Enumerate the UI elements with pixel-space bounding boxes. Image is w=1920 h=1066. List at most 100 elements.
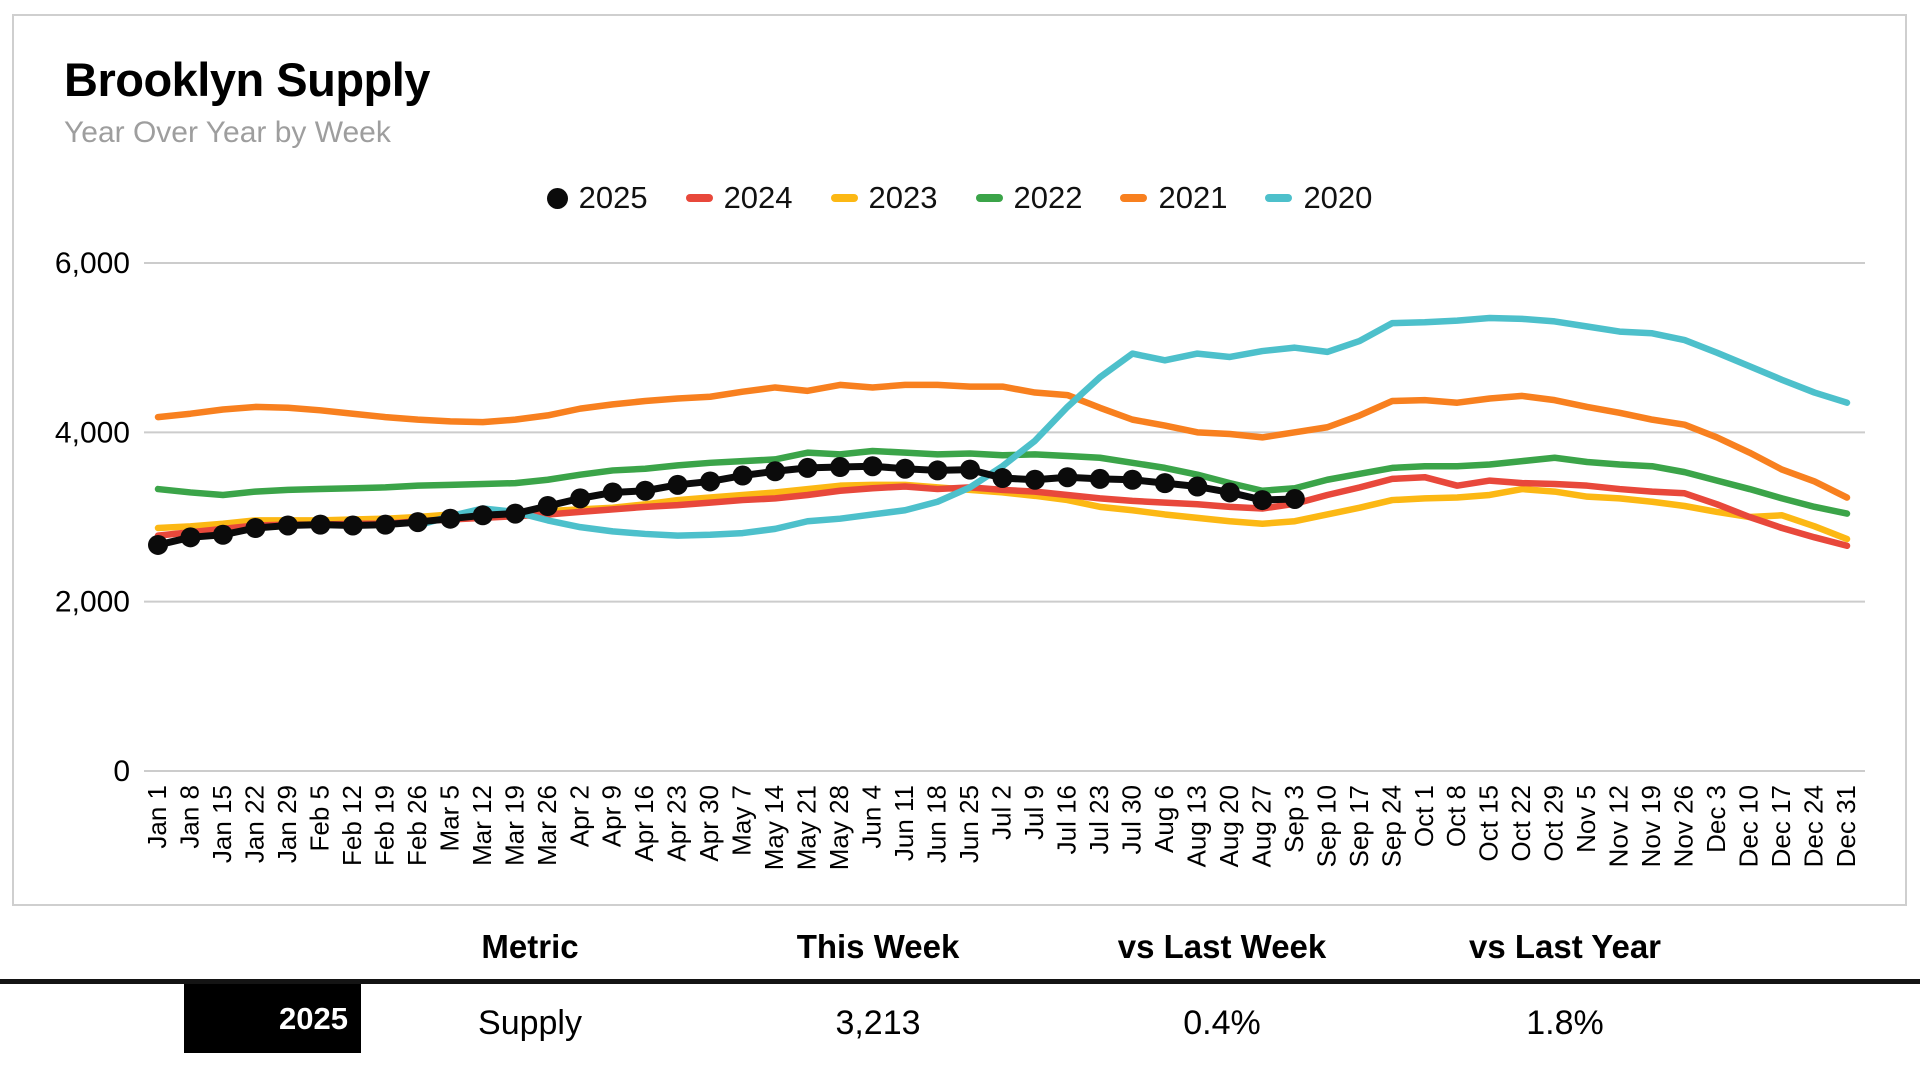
legend-dash-marker-2024 xyxy=(685,194,713,202)
series-point-2025 xyxy=(1219,482,1240,503)
x-axis-label: May 28 xyxy=(824,785,854,870)
legend-item-2022[interactable]: 2022 xyxy=(975,180,1083,216)
x-axis-label: May 7 xyxy=(727,785,757,856)
series-line-2021 xyxy=(154,381,1851,501)
legend-item-2023[interactable]: 2023 xyxy=(830,180,938,216)
series-point-2025 xyxy=(570,488,591,509)
legend-item-2024[interactable]: 2024 xyxy=(685,180,793,216)
legend-item-2025[interactable]: 2025 xyxy=(546,180,648,216)
series-point-2025 xyxy=(537,495,558,516)
x-axis-label: Jun 25 xyxy=(954,785,984,863)
x-axis-label: Apr 16 xyxy=(629,785,659,862)
chart-card: 0 2,000 4,000 6,000 Jan 1 Jan 8 Jan 15 Jan 22 Ja… xyxy=(12,14,1907,906)
table-divider xyxy=(0,979,1920,984)
x-axis-label: Jul 30 xyxy=(1116,785,1146,854)
x-axis-label: Sep 3 xyxy=(1279,785,1309,853)
x-axis-label: Jul 2 xyxy=(987,785,1017,840)
legend-item-2021[interactable]: 2021 xyxy=(1120,180,1227,216)
metric-cell: Supply xyxy=(478,1004,582,1042)
series-line-2020 xyxy=(414,314,1851,539)
x-axis-label: Jan 8 xyxy=(174,785,204,849)
x-axis-label: Feb 19 xyxy=(369,785,399,866)
series-point-2025 xyxy=(342,515,363,536)
x-axis-label: Aug 6 xyxy=(1149,785,1179,853)
x-axis-label: Apr 2 xyxy=(564,785,594,847)
x-axis-label: May 14 xyxy=(759,785,789,870)
x-axis-label: Apr 23 xyxy=(662,785,692,862)
x-axis-label: Nov 26 xyxy=(1669,785,1699,867)
x-axis-label: Aug 13 xyxy=(1181,785,1211,867)
x-axis-label: Feb 5 xyxy=(304,785,334,852)
legend: 2025 2024 2023 2022 2021 2020 xyxy=(14,180,1905,216)
x-axis-label: Jan 29 xyxy=(272,785,302,863)
legend-label: 2024 xyxy=(723,180,793,215)
x-axis-label: Sep 10 xyxy=(1311,785,1341,867)
series-point-2025 xyxy=(148,534,168,555)
series-point-2025 xyxy=(602,482,623,503)
vs-last-year-cell: 1.8% xyxy=(1526,1004,1604,1042)
x-axis-label: Dec 24 xyxy=(1799,785,1829,867)
series-point-2025 xyxy=(732,465,753,486)
x-axis-label: Jul 9 xyxy=(1019,785,1049,840)
x-axis-label: Mar 26 xyxy=(532,785,562,866)
series-point-2025 xyxy=(472,505,493,526)
x-axis-label: Oct 15 xyxy=(1474,785,1504,862)
series-point-2025 xyxy=(667,474,688,495)
x-axis-label: Oct 29 xyxy=(1539,785,1569,862)
y-axis-label: 4,000 xyxy=(55,416,130,449)
series-point-2025 xyxy=(310,514,331,535)
x-axis-label: Aug 27 xyxy=(1246,785,1276,867)
x-axis-label: Jun 4 xyxy=(857,785,887,849)
series-point-2025 xyxy=(407,512,428,533)
x-axis-label: Jan 1 xyxy=(142,785,172,849)
series-point-2025 xyxy=(895,458,916,479)
x-axis-label: Jan 15 xyxy=(207,785,237,863)
x-axis-label: Jun 18 xyxy=(922,785,952,863)
x-axis-label: Jun 11 xyxy=(889,785,919,861)
table-header-vs-last-year: vs Last Year xyxy=(1468,928,1662,965)
table-header-vs-last-week: vs Last Week xyxy=(1117,928,1327,965)
legend-dash-marker-2020 xyxy=(1265,194,1293,202)
series-point-2025 xyxy=(992,468,1013,489)
series-point-2025 xyxy=(1122,469,1143,490)
legend-label: 2020 xyxy=(1303,180,1373,215)
series-point-2025 xyxy=(700,471,721,492)
legend-dash-marker-2022 xyxy=(975,194,1003,202)
series-point-2025 xyxy=(765,461,786,482)
year-badge: 2025 xyxy=(184,984,361,1053)
x-axis-label: Apr 9 xyxy=(597,785,627,847)
this-week-cell: 3,213 xyxy=(835,1004,921,1042)
series-point-2025 xyxy=(927,460,948,481)
page-subtitle: Year Over Year by Week xyxy=(64,116,391,149)
x-axis-label: May 21 xyxy=(792,785,822,870)
legend-label: 2022 xyxy=(1013,180,1083,215)
series-point-2025 xyxy=(375,514,396,535)
x-axis-label: Feb 12 xyxy=(337,785,367,866)
x-axis-label: Sep 24 xyxy=(1376,785,1406,867)
series-point-2025 xyxy=(1187,476,1208,497)
x-axis-label: Mar 12 xyxy=(467,785,497,866)
x-axis-label: Jul 16 xyxy=(1051,785,1081,854)
series-point-2025 xyxy=(1089,468,1110,489)
y-axis-label: 6,000 xyxy=(55,247,130,280)
legend-label: 2023 xyxy=(868,180,938,215)
x-axis-label: Dec 31 xyxy=(1831,785,1861,867)
series-point-2025 xyxy=(440,508,461,529)
series-point-2025 xyxy=(180,527,201,548)
x-axis-label: Mar 19 xyxy=(499,785,529,866)
series-point-2025 xyxy=(245,518,266,539)
legend-item-2020[interactable]: 2020 xyxy=(1265,180,1372,216)
series-point-2025 xyxy=(862,456,883,477)
x-axis-label: Jan 22 xyxy=(239,785,269,863)
series-line-2022 xyxy=(154,447,1851,517)
vs-last-week-cell: 0.4% xyxy=(1183,1004,1261,1042)
series-point-2025 xyxy=(1252,490,1273,511)
series-point-2025 xyxy=(797,457,818,478)
page-title: Brooklyn Supply xyxy=(64,53,430,106)
x-axis-label: Nov 5 xyxy=(1571,785,1601,853)
x-axis-label: Sep 17 xyxy=(1344,785,1374,867)
x-axis-label: Feb 26 xyxy=(402,785,432,866)
supply-chart: 0 2,000 4,000 6,000 Jan 1 Jan 8 Jan 15 Jan 22 Ja… xyxy=(55,247,1865,870)
series-point-2025 xyxy=(830,457,851,478)
